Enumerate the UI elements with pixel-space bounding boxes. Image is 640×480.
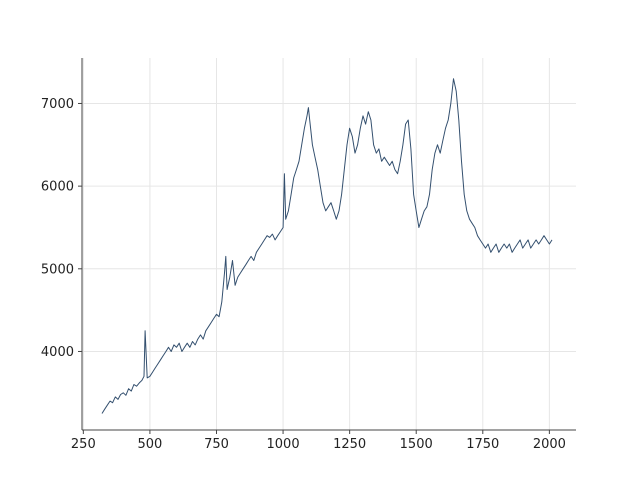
x-tick-label: 500: [137, 437, 162, 452]
axes: [81, 58, 576, 431]
y-tick-label: 4000: [41, 345, 74, 360]
grid-lines: [82, 58, 576, 430]
y-tick-label: 7000: [41, 97, 74, 112]
y-tick-label: 6000: [41, 180, 74, 195]
x-ticks: 250 500 750 1000 1250 1500 1750 2000: [71, 430, 566, 452]
x-tick-label: 750: [204, 437, 229, 452]
x-tick-label: 1500: [400, 437, 433, 452]
x-tick-label: 1750: [466, 437, 499, 452]
x-tick-label: 2000: [533, 437, 566, 452]
y-ticks: 4000 5000 6000 7000: [41, 97, 82, 360]
x-tick-label: 1000: [267, 437, 300, 452]
series-line: [101, 78, 553, 414]
x-tick-label: 1250: [333, 437, 366, 452]
y-tick-label: 5000: [41, 262, 74, 277]
x-tick-label: 250: [71, 437, 96, 452]
